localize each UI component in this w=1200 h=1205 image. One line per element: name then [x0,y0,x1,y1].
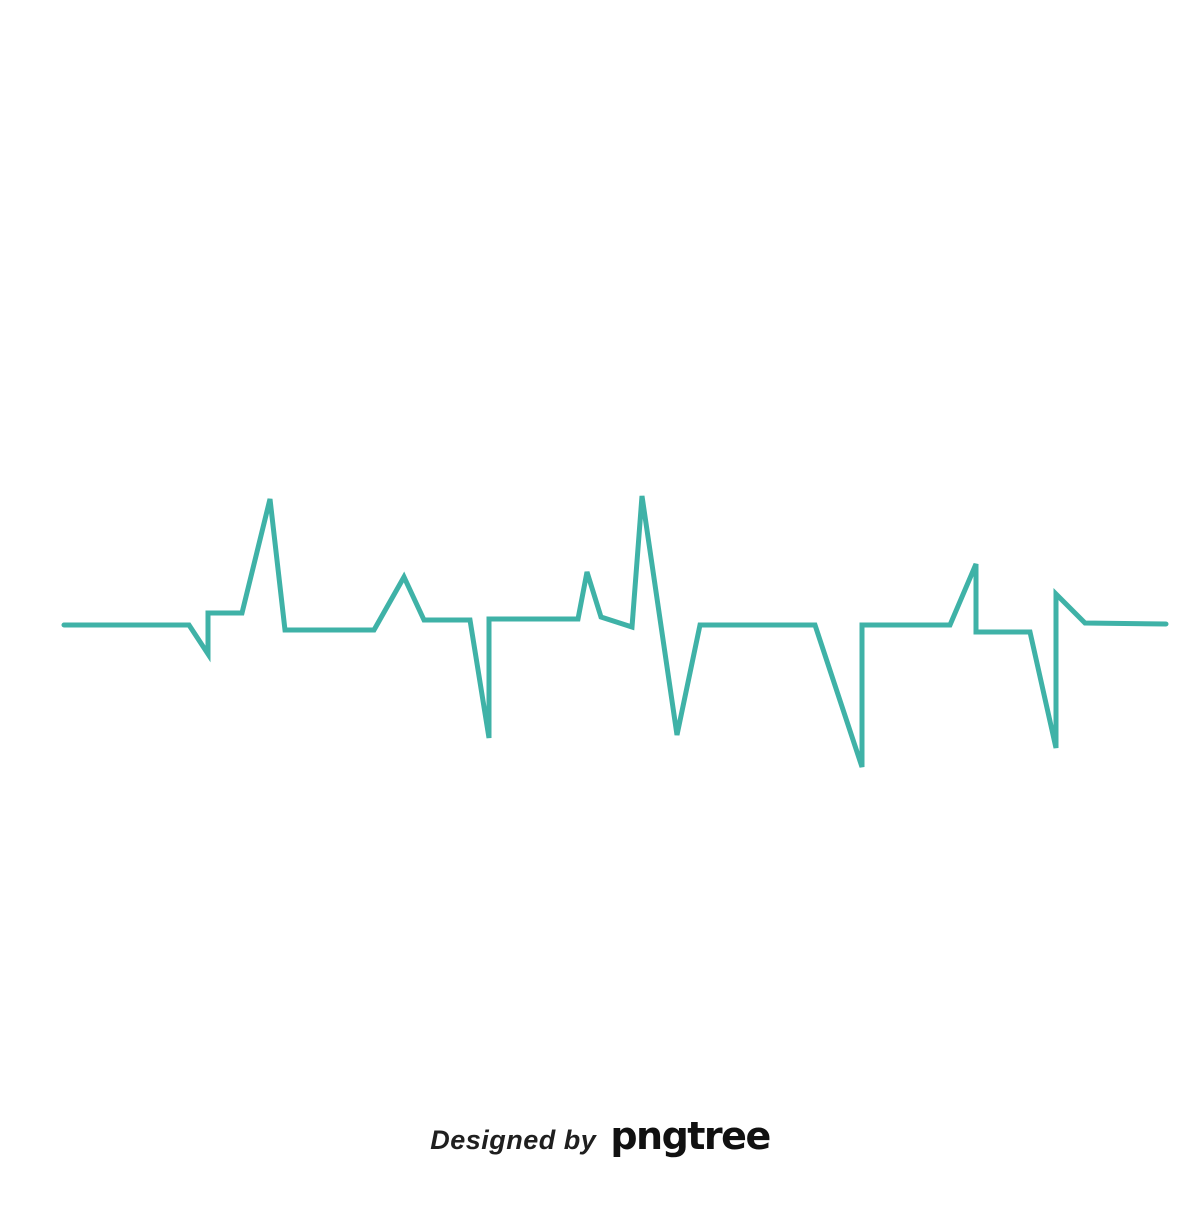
pngtree-logo: pngtree [610,1114,771,1158]
heartbeat-line [61,495,1169,768]
watermark-credit: Designed by pngtree [0,1112,1200,1168]
designed-by-text: Designed by [430,1124,597,1155]
